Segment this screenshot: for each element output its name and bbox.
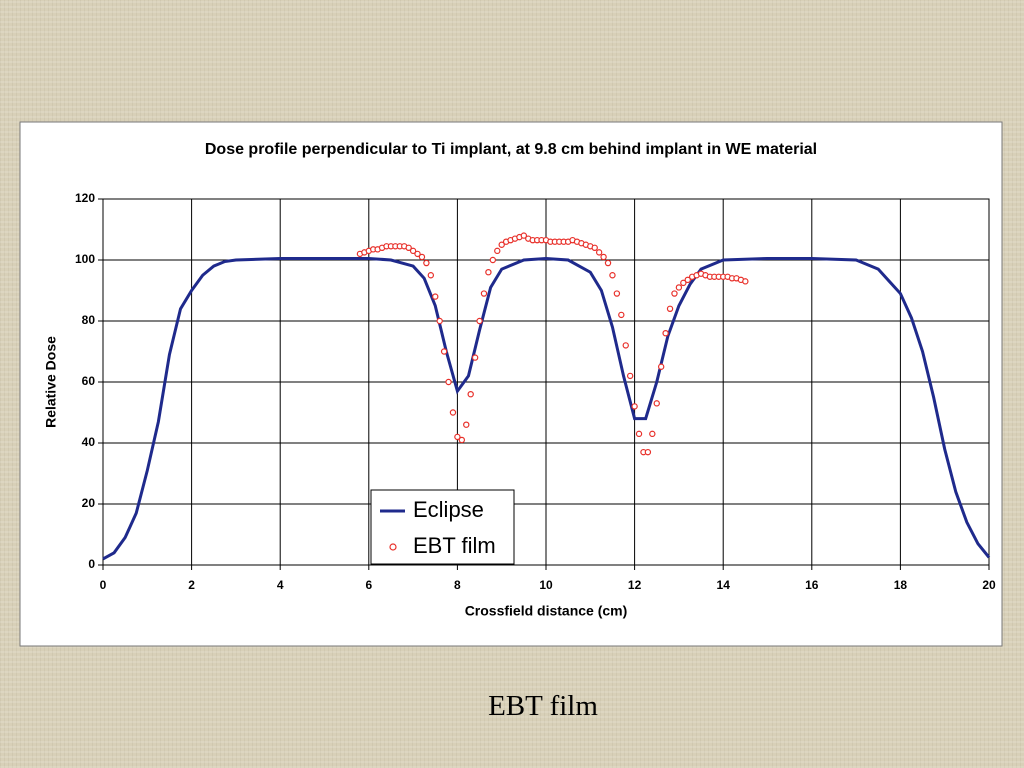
x-tick-label: 0 [100,578,107,592]
data-point [405,244,412,251]
x-axis-label: Crossfield distance (cm) [465,603,628,619]
data-point [635,430,643,438]
data-point [595,249,603,256]
data-point [476,317,483,325]
data-point [458,436,466,444]
x-tick-label: 12 [628,578,642,592]
x-tick-label: 14 [717,578,731,592]
x-tick-label: 20 [982,578,996,592]
y-tick-label: 40 [82,435,96,449]
legend-swatch [389,543,397,551]
x-tick-label: 8 [454,578,461,592]
y-tick-label: 80 [82,313,96,327]
y-axis-label: Relative Dose [43,336,59,428]
data-point [626,372,634,380]
data-point [454,433,461,441]
x-tick-label: 16 [805,578,819,592]
data-point [653,400,660,407]
data-point [613,290,621,297]
data-point [600,253,607,261]
x-tick-label: 10 [539,578,553,592]
data-point [618,311,625,319]
data-point [498,241,505,248]
data-point [649,430,656,438]
plot-area [102,198,990,566]
data-point [427,272,435,279]
caption: EBT film [488,690,598,722]
y-tick-label: 100 [75,252,95,266]
legend-label: Eclipse [413,497,484,522]
data-point [622,342,629,349]
series-line [102,256,991,561]
y-tick-label: 0 [88,557,95,571]
data-point [742,278,749,285]
data-point [445,378,452,386]
data-point [666,305,674,312]
data-point [675,284,683,291]
data-point [662,330,669,337]
x-tick-label: 6 [365,578,372,592]
data-point [485,269,492,276]
data-point [494,247,501,255]
data-point [432,293,439,300]
data-point [418,253,426,261]
data-point [591,244,598,251]
data-point [480,290,488,297]
y-tick-label: 120 [75,191,95,205]
data-point [680,279,687,287]
data-point [489,256,497,264]
data-point [436,317,443,325]
y-tick-label: 20 [82,496,96,510]
data-point [449,409,457,416]
data-point [644,448,652,456]
data-point [520,232,528,239]
data-point [471,354,479,361]
chart-title: Dose profile perpendicular to Ti implant… [205,141,817,158]
y-tick-label: 60 [82,374,96,388]
chart-frame [19,121,1003,647]
x-tick-label: 2 [188,578,195,592]
data-point [423,259,430,267]
data-point [671,290,678,297]
data-point [463,421,470,428]
data-point [440,348,448,355]
x-tick-label: 4 [277,578,284,592]
data-point [657,363,665,370]
x-tick-label: 18 [894,578,908,592]
data-point [604,259,612,267]
legend [370,489,515,565]
data-point [467,391,474,398]
legend-label: EBT film [413,533,496,558]
data-point [409,247,417,255]
data-point [414,250,421,258]
data-point [684,276,691,284]
data-point [631,403,638,410]
data-point [609,272,616,279]
